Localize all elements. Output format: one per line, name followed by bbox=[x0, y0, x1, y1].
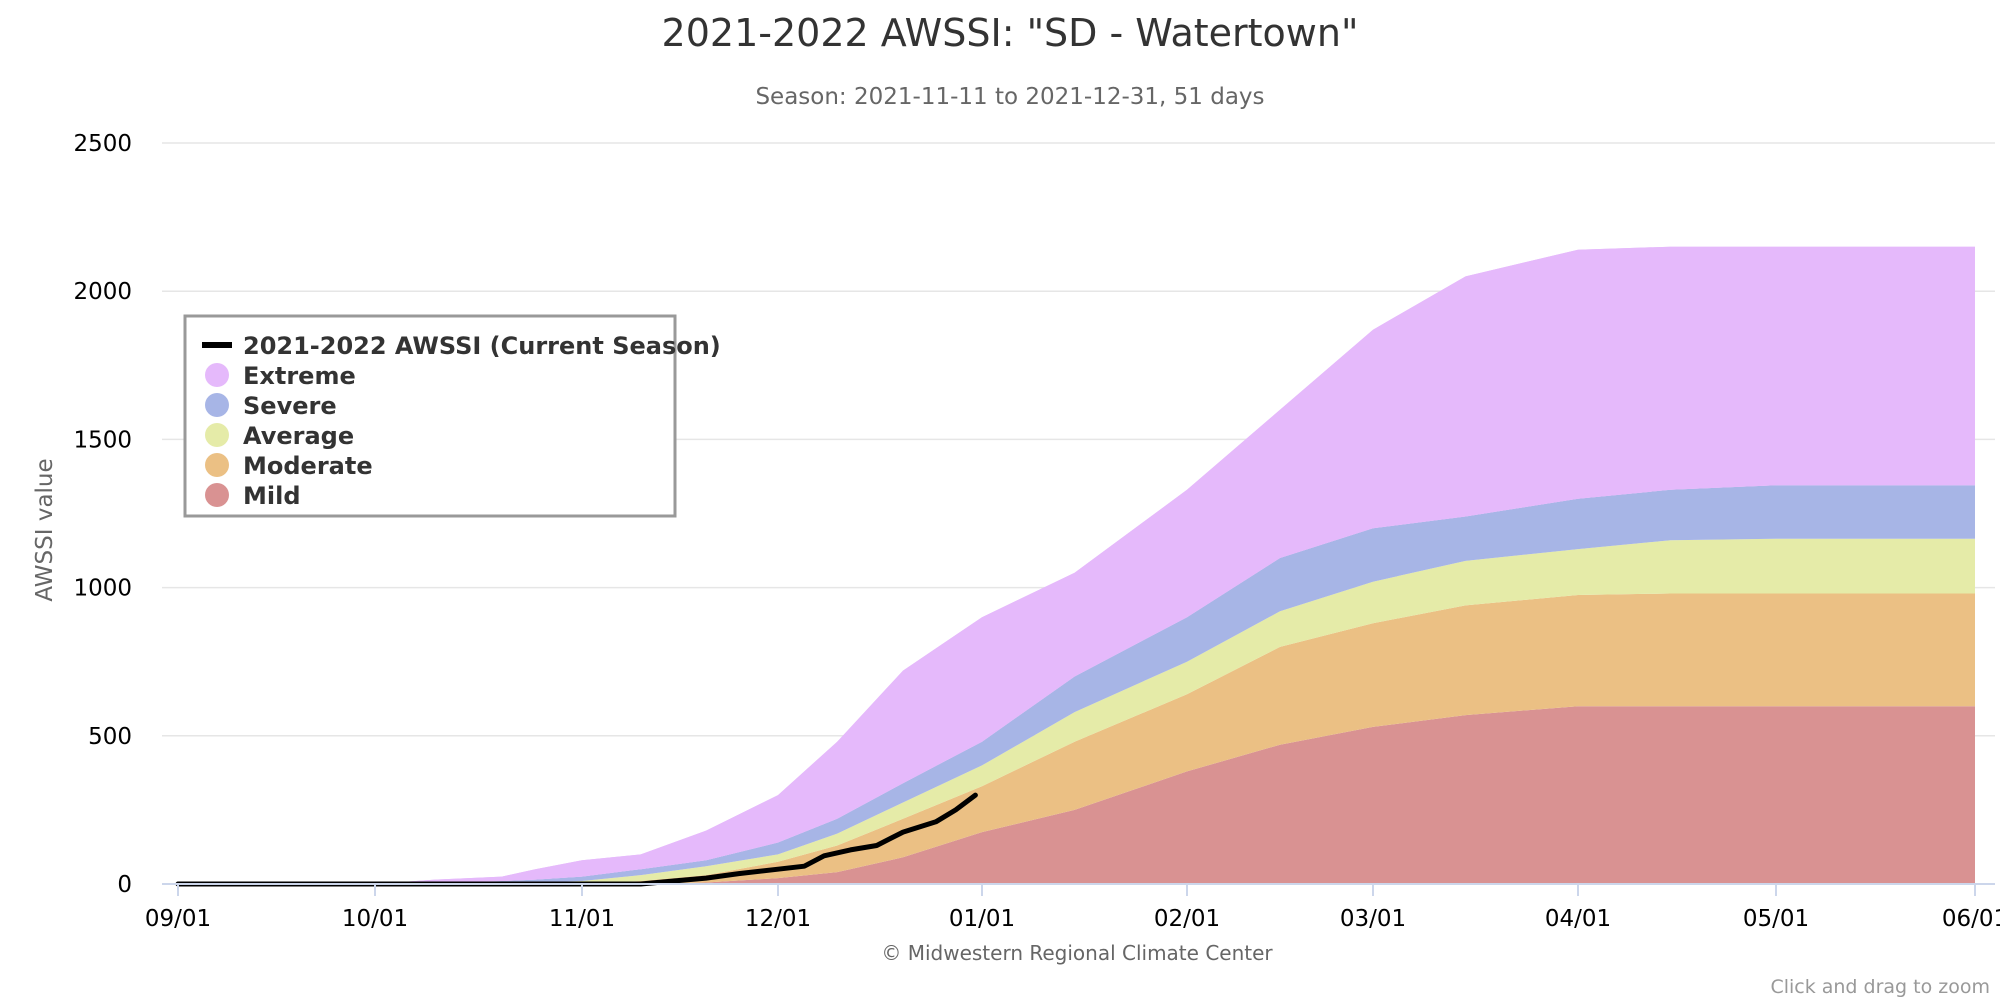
y-tick-label: 1500 bbox=[73, 427, 132, 453]
band-area-average[interactable] bbox=[178, 538, 1975, 884]
chart-title: 2021-2022 AWSSI: "SD - Watertown" bbox=[662, 11, 1359, 55]
x-tick-label: 06/01 bbox=[1942, 906, 2000, 932]
legend-label: Extreme bbox=[243, 362, 356, 390]
legend-label: Moderate bbox=[243, 452, 373, 480]
legend-item-average[interactable]: Average bbox=[205, 422, 354, 450]
legend-circle-symbol bbox=[205, 483, 229, 507]
band-area-moderate[interactable] bbox=[178, 593, 1975, 885]
band-area-extreme[interactable] bbox=[178, 246, 1975, 884]
legend-item-severe[interactable]: Severe bbox=[205, 392, 337, 420]
y-tick-label: 1000 bbox=[73, 576, 132, 602]
legend-label: Average bbox=[243, 422, 354, 450]
band-area-severe[interactable] bbox=[178, 485, 1975, 884]
credits[interactable]: © Midwestern Regional Climate Center bbox=[881, 941, 1273, 965]
legend-item-moderate[interactable]: Moderate bbox=[205, 452, 373, 480]
legend-label: Severe bbox=[243, 392, 337, 420]
x-tick-label: 10/01 bbox=[342, 906, 408, 932]
legend-circle-symbol bbox=[205, 393, 229, 417]
x-tick-label: 01/01 bbox=[949, 906, 1015, 932]
chart-subtitle: Season: 2021-11-11 to 2021-12-31, 51 day… bbox=[755, 84, 1264, 110]
legend[interactable]: 2021-2022 AWSSI (Current Season)ExtremeS… bbox=[183, 314, 721, 518]
legend-box bbox=[183, 314, 677, 518]
legend-item-2021-2022-awssi-current-season-[interactable]: 2021-2022 AWSSI (Current Season) bbox=[202, 332, 721, 360]
band-area-mild[interactable] bbox=[178, 706, 1975, 884]
current-season-line[interactable] bbox=[175, 792, 978, 887]
current-season-layer bbox=[175, 792, 978, 887]
x-tick-label: 05/01 bbox=[1743, 906, 1809, 932]
band-areas bbox=[178, 246, 1975, 885]
y-tick-label: 0 bbox=[117, 872, 132, 898]
x-tick-label: 02/01 bbox=[1154, 906, 1220, 932]
legend-circle-symbol bbox=[205, 423, 229, 447]
y-tick-label: 2000 bbox=[73, 279, 132, 305]
y-axis-title: AWSSI value bbox=[32, 458, 58, 601]
legend-circle-symbol bbox=[205, 453, 229, 477]
legend-label: Mild bbox=[243, 482, 301, 510]
legend-label: 2021-2022 AWSSI (Current Season) bbox=[243, 332, 721, 360]
legend-circle-symbol bbox=[205, 363, 229, 387]
y-tick-label: 500 bbox=[88, 724, 132, 750]
x-tick-label: 12/01 bbox=[745, 906, 811, 932]
legend-item-extreme[interactable]: Extreme bbox=[205, 362, 356, 390]
zoom-hint: Click and drag to zoom bbox=[1770, 976, 1990, 998]
legend-item-mild[interactable]: Mild bbox=[205, 482, 301, 510]
x-tick-label: 11/01 bbox=[549, 906, 615, 932]
x-tick-label: 04/01 bbox=[1545, 906, 1611, 932]
axes: 09/01 10/01 11/01 12/01 01/01 02/01 03/01 04/01… bbox=[73, 131, 2000, 932]
x-tick-label: 09/01 bbox=[145, 906, 211, 932]
y-tick-label: 2500 bbox=[73, 131, 132, 157]
x-tick-label: 03/01 bbox=[1340, 906, 1406, 932]
